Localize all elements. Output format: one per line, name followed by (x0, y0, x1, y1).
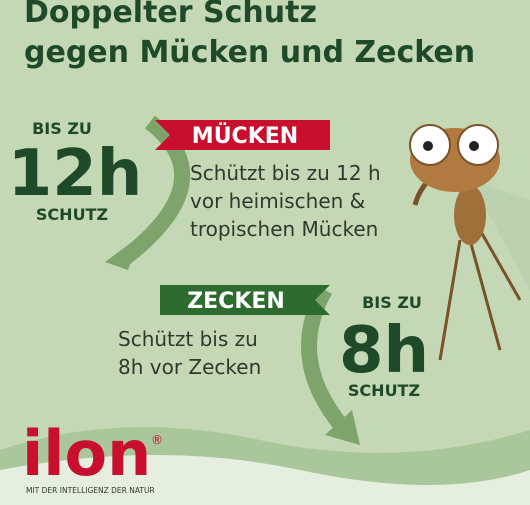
badge-top: BIS ZU (362, 293, 422, 312)
hill (0, 455, 530, 505)
description-line: tropischen Mücken (190, 217, 378, 241)
arrow-head (105, 236, 140, 270)
badge-bottom: SCHUTZ (348, 381, 420, 400)
title-line: Doppelter Schutz (24, 0, 317, 30)
arrow (120, 115, 191, 265)
badge-top: BIS ZU (32, 119, 92, 138)
mosquito-illustration (409, 124, 530, 361)
logo-brand: ilon (22, 417, 151, 490)
arrow-head (325, 410, 360, 445)
section-label: MÜCKEN (192, 123, 298, 149)
logo-registered: ® (151, 433, 163, 447)
label-banner (155, 120, 330, 150)
description-line: Schützt bis zu 12 h (190, 161, 381, 185)
description-line: 8h vor Zecken (118, 355, 261, 379)
section-label: ZECKEN (187, 289, 285, 314)
badge-duration: 12h (8, 137, 143, 211)
badge-bottom: SCHUTZ (36, 205, 108, 224)
badge-duration: 8h (339, 314, 429, 388)
description-line: vor heimischen & (190, 189, 365, 213)
description-line: Schützt bis zu (118, 327, 258, 351)
label-banner (160, 285, 330, 315)
logo-tagline: MIT DER INTELLIGENZ DER NATUR (26, 486, 155, 495)
title-line: gegen Mücken und Zecken (24, 35, 475, 70)
